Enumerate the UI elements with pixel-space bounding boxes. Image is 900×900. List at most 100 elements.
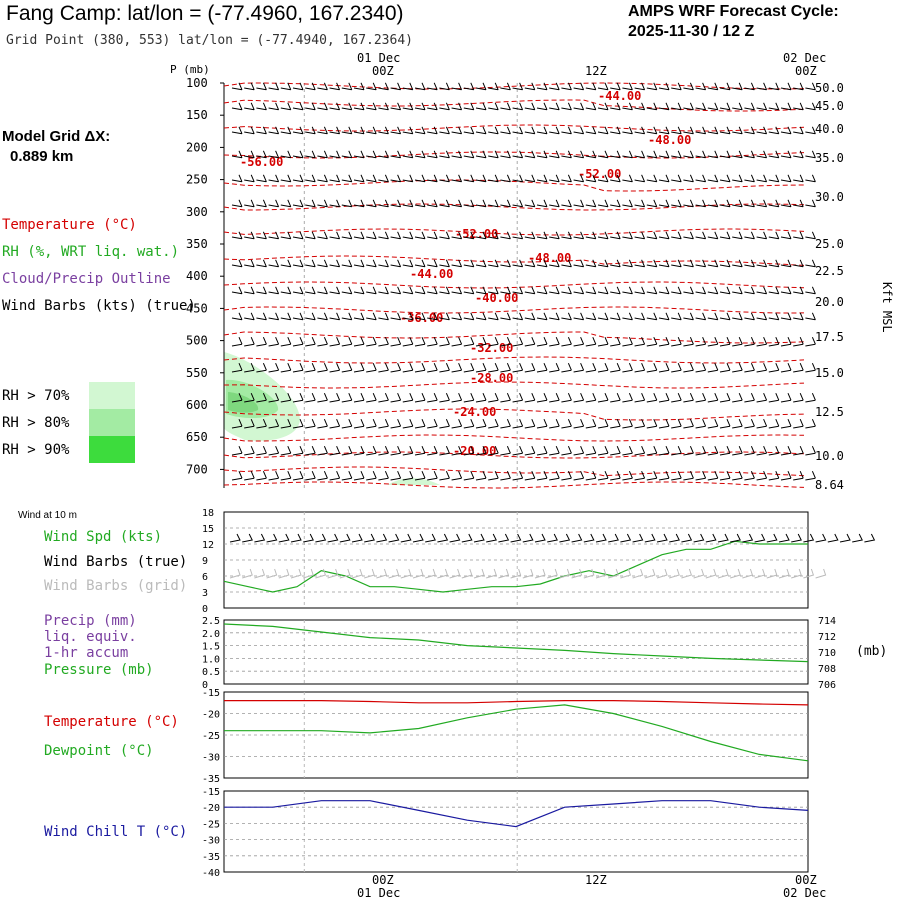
wind-barb bbox=[256, 82, 267, 91]
wind-barb bbox=[683, 312, 694, 321]
wind-barb bbox=[719, 312, 731, 321]
wind-barb bbox=[573, 446, 585, 456]
wind-barb bbox=[793, 446, 804, 456]
wind-barb bbox=[439, 174, 450, 183]
wind-barb bbox=[366, 126, 377, 135]
precip-tick-label: 2.0 bbox=[202, 629, 220, 640]
wind-barb bbox=[280, 286, 292, 295]
wind-barb bbox=[475, 419, 487, 429]
wind-barb bbox=[402, 174, 414, 183]
wind-barb bbox=[524, 82, 536, 91]
wind-barb bbox=[793, 174, 804, 183]
wind-barb bbox=[671, 363, 682, 373]
height-tick-label: 15.0 bbox=[815, 366, 844, 380]
wind-barb bbox=[597, 150, 609, 159]
wind-barb bbox=[231, 150, 243, 159]
temperature-panel-label: Temperature (°C) bbox=[44, 714, 179, 730]
cycle-line-1: AMPS WRF Forecast Cycle: bbox=[628, 3, 839, 20]
wind-barb bbox=[597, 393, 609, 403]
wind-barb bbox=[719, 446, 731, 456]
wind-barb bbox=[353, 419, 365, 429]
pressure-tick-label: 350 bbox=[186, 237, 208, 251]
wind-barb-grid bbox=[730, 568, 741, 579]
wind-barb bbox=[402, 393, 414, 403]
wind-barb bbox=[793, 259, 804, 268]
wind-barb bbox=[451, 286, 463, 295]
time-bot-00z-b: 00Z bbox=[795, 873, 817, 887]
wind-barb bbox=[536, 393, 548, 403]
wind-barb bbox=[622, 259, 633, 268]
wind-barb bbox=[427, 126, 438, 135]
wind-barb bbox=[561, 231, 572, 240]
wind-barb bbox=[683, 102, 694, 111]
wind-barb bbox=[768, 471, 780, 481]
wind-barb-grid bbox=[681, 568, 693, 579]
wind-barb bbox=[780, 150, 792, 159]
wind-barb bbox=[561, 446, 572, 456]
wind-barb bbox=[524, 446, 536, 456]
wind-barb bbox=[317, 259, 328, 268]
precip-tick-label: 1.0 bbox=[202, 654, 220, 665]
wind-barb bbox=[695, 150, 707, 159]
wind-barb bbox=[244, 126, 255, 135]
bottom-time-axis: 00Z 12Z 00Z 01 Dec 02 Dec bbox=[357, 873, 826, 900]
wind-barb bbox=[549, 259, 560, 268]
wind-barb bbox=[744, 82, 755, 91]
wind-barb bbox=[573, 363, 585, 373]
wind-barb bbox=[683, 286, 694, 295]
temp-contour bbox=[223, 151, 805, 159]
wind-barb bbox=[524, 337, 536, 347]
wind-barb bbox=[524, 419, 536, 429]
wind-barb bbox=[329, 259, 341, 268]
wind-barb bbox=[707, 174, 719, 183]
wind-barb bbox=[268, 286, 280, 295]
temp-contour bbox=[223, 203, 805, 211]
time-bot-12z: 12Z bbox=[585, 873, 607, 887]
wind-barb bbox=[805, 102, 816, 111]
wind-chill-label: Wind Chill T (°C) bbox=[44, 824, 188, 840]
wind-barb bbox=[646, 174, 658, 183]
height-tick-label: 22.5 bbox=[815, 264, 844, 278]
wind-barb-true bbox=[559, 533, 571, 543]
wind-barb bbox=[341, 259, 353, 268]
wind-barb bbox=[658, 126, 670, 135]
wind-barb bbox=[768, 337, 780, 347]
wind-barb bbox=[683, 446, 694, 456]
wind-barb-grid bbox=[656, 568, 668, 579]
wind-barb bbox=[536, 126, 548, 135]
wind-barb bbox=[427, 363, 438, 373]
wind-barb bbox=[280, 231, 292, 240]
chill-tick-label: -25 bbox=[202, 819, 220, 830]
wind-barb bbox=[573, 174, 585, 183]
wind-barb-grid bbox=[461, 568, 473, 579]
wind-barb bbox=[597, 102, 609, 111]
wind-barb bbox=[719, 393, 731, 403]
wind-barb bbox=[451, 446, 463, 456]
wind-barb bbox=[427, 286, 438, 295]
wind-barb bbox=[646, 312, 658, 321]
wind-barb bbox=[329, 419, 341, 429]
wind-barb bbox=[658, 471, 670, 481]
wind-barb bbox=[427, 82, 438, 91]
wind-barb-grid bbox=[486, 568, 497, 579]
wind-barb bbox=[561, 312, 572, 321]
wind-barb bbox=[463, 259, 475, 268]
temp-contour-label: -48.00 bbox=[528, 251, 571, 265]
wind-barb bbox=[378, 337, 389, 347]
wind-barb-grid bbox=[364, 568, 375, 579]
wind-barb bbox=[427, 337, 438, 347]
wind-barb bbox=[683, 231, 694, 240]
wind-barb bbox=[341, 231, 353, 240]
wind-barb bbox=[732, 312, 743, 321]
wind-barb bbox=[695, 393, 707, 403]
wind-barb bbox=[390, 259, 402, 268]
wind-barb bbox=[671, 259, 682, 268]
wind-barb bbox=[573, 419, 585, 429]
wind-barb bbox=[500, 312, 511, 321]
wind-barb-grid bbox=[815, 568, 827, 579]
wind-barb bbox=[378, 174, 389, 183]
wind-barb bbox=[463, 286, 475, 295]
wind-barb bbox=[439, 231, 450, 240]
rh70-area-low bbox=[388, 478, 440, 485]
wind-tick-label: 6 bbox=[202, 572, 208, 583]
